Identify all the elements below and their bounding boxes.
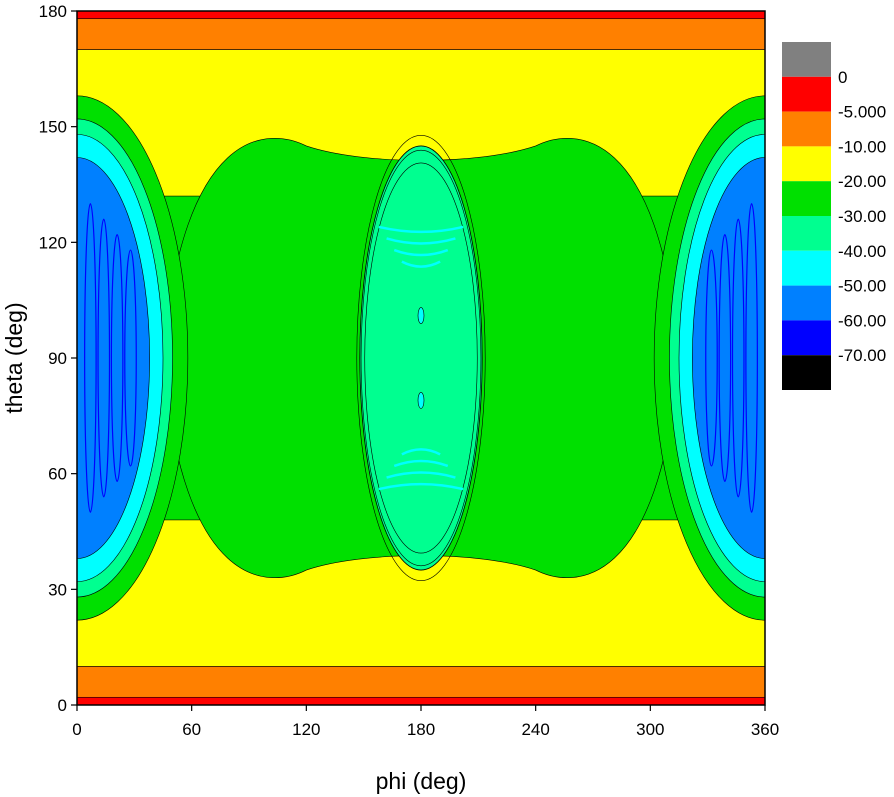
y-axis-title: theta (deg)	[1, 302, 27, 413]
central-arc	[378, 225, 464, 234]
y-tick-label: 90	[48, 349, 67, 368]
contour-band	[77, 18, 765, 50]
x-axis: 0 60 120 180 240 300 360	[72, 705, 779, 739]
legend-label: -10.00	[838, 137, 886, 156]
legend-label: 0	[838, 68, 847, 87]
side-lobes	[77, 95, 765, 621]
central-arc	[386, 237, 456, 245]
contour-bands	[77, 11, 765, 705]
side-lobe-stripe	[110, 234, 124, 482]
x-tick-label: 180	[407, 720, 435, 739]
legend-swatch	[782, 216, 831, 251]
x-tick-label: 360	[751, 720, 779, 739]
y-tick-label: 180	[39, 2, 67, 21]
legend-label: -70.00	[838, 346, 886, 365]
side-lobe-stripe	[718, 234, 732, 482]
x-tick-label: 0	[72, 720, 81, 739]
legend-swatch	[782, 111, 831, 147]
central-arc	[378, 482, 464, 491]
contour-band	[77, 666, 765, 698]
legend-label: -30.00	[838, 207, 886, 226]
contour-band	[77, 11, 765, 20]
legend-label: -60.00	[838, 311, 886, 330]
central-ellipse-fill	[359, 145, 483, 571]
legend-swatch	[782, 42, 831, 77]
x-axis-title: phi (deg)	[376, 768, 467, 794]
color-legend: 0 -5.000 -10.00 -20.00 -30.00 -40.00 -50.00 -60…	[782, 42, 886, 390]
contour-band	[77, 696, 765, 705]
legend-swatch	[782, 320, 831, 356]
central-arc	[386, 471, 456, 479]
y-tick-label: 0	[58, 696, 67, 715]
central-ellipse-ring	[364, 162, 478, 554]
x-tick-label: 300	[636, 720, 664, 739]
legend-swatch	[782, 181, 831, 216]
legend-label: -5.000	[838, 103, 886, 122]
central-ellipse	[356, 135, 486, 581]
central-arc	[393, 459, 449, 468]
central-ellipse-ring	[360, 149, 482, 567]
y-tick-label: 60	[48, 465, 67, 484]
y-tick-label: 120	[39, 233, 67, 252]
side-lobe-stripe	[124, 249, 137, 467]
central-spot	[417, 392, 425, 409]
central-ellipse-ring	[356, 135, 486, 581]
x-tick-label: 120	[292, 720, 320, 739]
y-tick-label: 30	[48, 580, 67, 599]
x-tick-label: 60	[182, 720, 201, 739]
central-arc	[393, 248, 449, 257]
central-arc	[401, 448, 441, 456]
side-lobe-stripe	[97, 218, 111, 498]
legend-swatch	[782, 76, 831, 112]
y-axis: 0 30 60 90 120 150 180	[39, 2, 77, 715]
plot-area	[77, 11, 765, 705]
side-lobe-stripe	[84, 203, 97, 513]
x-tick-label: 240	[521, 720, 549, 739]
legend-label: -50.00	[838, 277, 886, 296]
legend-swatch	[782, 146, 831, 182]
legend-label: -20.00	[838, 172, 886, 191]
legend-swatch	[782, 355, 831, 390]
side-lobe-stripe	[745, 203, 758, 513]
central-arc	[401, 260, 441, 268]
legend-label: -40.00	[838, 242, 886, 261]
y-tick-label: 150	[39, 118, 67, 137]
legend-swatch	[782, 285, 831, 321]
side-lobe-stripe	[705, 249, 718, 467]
side-lobe-stripe	[731, 218, 745, 498]
central-spot	[417, 307, 425, 324]
legend-swatch	[782, 250, 831, 286]
